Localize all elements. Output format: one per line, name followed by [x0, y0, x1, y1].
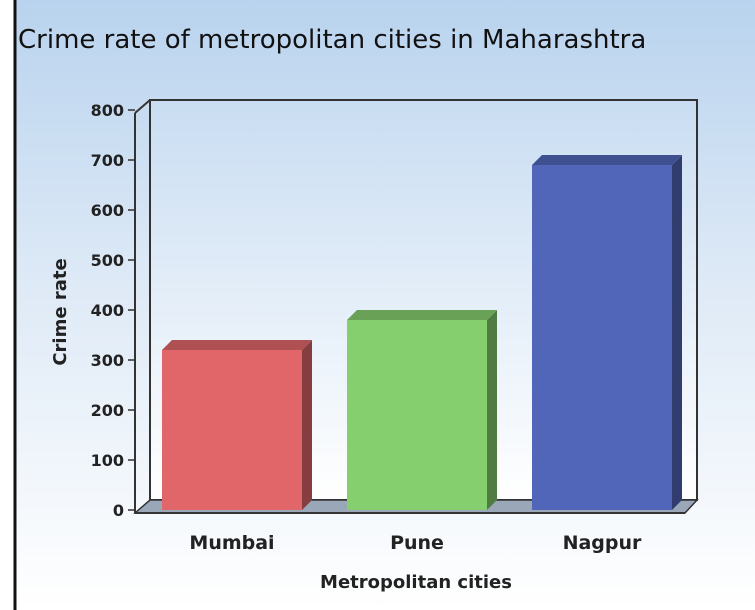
- x-category-label: Nagpur: [563, 532, 642, 554]
- y-tick-label: 700: [91, 151, 124, 170]
- y-tick-label: 600: [91, 201, 124, 220]
- bar-side: [487, 310, 497, 510]
- bar-top: [532, 155, 682, 165]
- y-tick-label: 500: [91, 251, 124, 270]
- bar-side: [302, 340, 312, 510]
- chart-title: Crime rate of metropolitan cities in Mah…: [18, 25, 646, 55]
- bar-mumbai: [162, 340, 312, 510]
- bar-front: [162, 350, 302, 510]
- x-axis-label: Metropolitan cities: [320, 572, 512, 593]
- bar-front: [532, 165, 672, 510]
- x-category-label: Pune: [390, 532, 444, 554]
- y-tick-label: 300: [91, 351, 124, 370]
- y-axis-label: Crime rate: [50, 258, 71, 365]
- category-labels: Mumbai Pune Nagpur: [189, 532, 642, 554]
- y-ticks: 0 100 200 300 400 500 600 700 800: [91, 101, 135, 520]
- y-tick-label: 800: [91, 101, 124, 120]
- bar-side: [672, 155, 682, 510]
- x-category-label: Mumbai: [189, 532, 274, 554]
- bar-nagpur: [532, 155, 682, 510]
- bars: [162, 155, 682, 510]
- wall-left-edge: [134, 99, 151, 114]
- bar-front: [347, 320, 487, 510]
- bar-top: [162, 340, 312, 350]
- bar-top: [347, 310, 497, 320]
- bar-pune: [347, 310, 497, 510]
- y-tick-label: 0: [113, 501, 124, 520]
- y-tick-label: 200: [91, 401, 124, 420]
- y-tick-label: 100: [91, 451, 124, 470]
- y-tick-label: 400: [91, 301, 124, 320]
